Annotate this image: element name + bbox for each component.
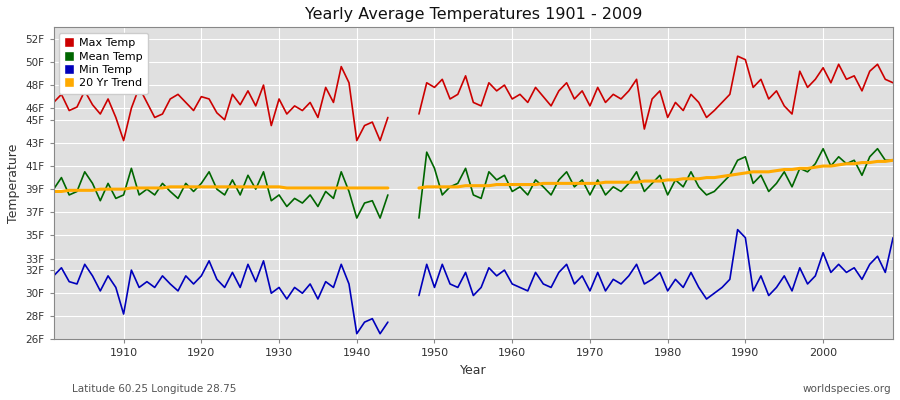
Legend: Max Temp, Mean Temp, Min Temp, 20 Yr Trend: Max Temp, Mean Temp, Min Temp, 20 Yr Tre…: [59, 33, 148, 94]
Text: worldspecies.org: worldspecies.org: [803, 384, 891, 394]
Y-axis label: Temperature: Temperature: [7, 144, 20, 223]
Text: Latitude 60.25 Longitude 28.75: Latitude 60.25 Longitude 28.75: [72, 384, 237, 394]
X-axis label: Year: Year: [460, 364, 487, 377]
Title: Yearly Average Temperatures 1901 - 2009: Yearly Average Temperatures 1901 - 2009: [305, 7, 642, 22]
